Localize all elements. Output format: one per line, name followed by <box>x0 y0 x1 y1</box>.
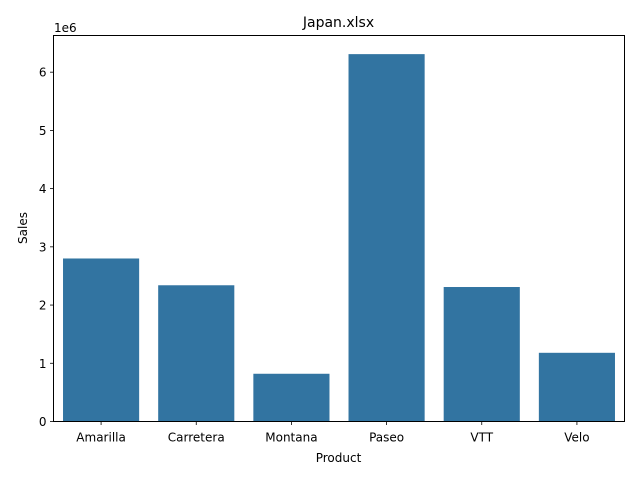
bar-amarilla <box>63 258 140 422</box>
x-axis-ticks: Amarilla Carretera Montana Paseo VTT Velo <box>76 421 590 445</box>
y-tick-label: 2 <box>39 299 47 313</box>
y-axis-ticks: 0 1 2 3 4 5 6 <box>39 66 54 429</box>
y-tick-label: 0 <box>39 415 47 429</box>
x-axis-label: Product <box>316 451 362 465</box>
y-axis-offset-label: 1e6 <box>54 21 77 35</box>
y-tick-label: 4 <box>39 182 47 196</box>
x-tick-label: Velo <box>564 431 589 445</box>
y-tick-label: 1 <box>39 357 47 371</box>
x-tick-label: Montana <box>265 431 317 445</box>
bar-vtt <box>443 287 520 422</box>
x-tick-label: Amarilla <box>76 431 126 445</box>
x-tick-label: VTT <box>470 431 493 445</box>
y-axis-label: Sales <box>16 212 30 244</box>
bar-carretera <box>158 285 235 422</box>
bar-paseo <box>348 54 425 422</box>
bar-velo <box>538 352 615 422</box>
bars <box>63 54 615 422</box>
y-tick-label: 6 <box>39 66 47 80</box>
x-tick-label: Paseo <box>369 431 404 445</box>
y-tick-label: 5 <box>39 124 47 138</box>
bar-montana <box>253 373 330 422</box>
chart-title: Japan.xlsx <box>302 15 374 31</box>
x-tick-label: Carretera <box>168 431 225 445</box>
y-tick-label: 3 <box>39 240 47 254</box>
plot-frame <box>53 35 625 422</box>
